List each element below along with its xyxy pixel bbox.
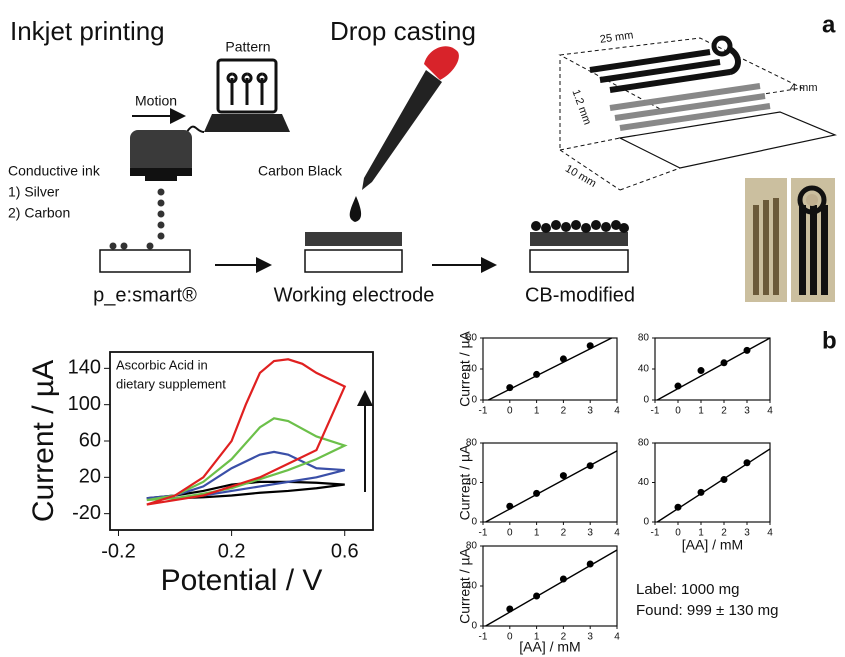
- step-label: Working electrode: [274, 284, 435, 306]
- label: Motion: [135, 93, 177, 109]
- x-axis-label: Potential / V: [161, 564, 323, 597]
- label: Conductive ink: [8, 163, 101, 179]
- y-axis-label: Current / µA: [27, 360, 60, 522]
- label: 2) Carbon: [8, 205, 70, 221]
- x-tick-label: 0: [507, 632, 513, 643]
- dimension: 1.2 mm: [569, 88, 593, 127]
- x-tick-label: 0: [507, 406, 513, 417]
- x-tick-label: 1: [534, 528, 540, 539]
- x-tick-label: 3: [744, 528, 750, 539]
- panel-label: b: [822, 327, 837, 354]
- y-axis-label: Current / µA: [457, 444, 473, 520]
- annotation: Ascorbic Acid in: [116, 357, 208, 372]
- printer: [130, 130, 192, 240]
- x-tick-label: 0.6: [331, 540, 359, 562]
- label: Carbon Black: [258, 163, 343, 179]
- y-tick-label: 60: [79, 429, 101, 451]
- data-line: [488, 338, 611, 400]
- figure: Inkjet printing Drop casting a Pattern M…: [0, 0, 845, 657]
- x-axis-label: [AA] / mM: [682, 537, 743, 553]
- x-tick-label: 2: [561, 528, 567, 539]
- x-axis-label: [AA] / mM: [519, 639, 580, 655]
- heading: Drop casting: [330, 16, 476, 46]
- label: Pattern: [225, 39, 270, 55]
- x-tick-label: 0.2: [218, 540, 246, 562]
- y-tick-label: 140: [68, 357, 101, 379]
- plot-frame: [483, 546, 617, 626]
- y-tick-label: 80: [638, 438, 650, 449]
- step-label: CB-modified: [525, 284, 635, 306]
- dropper: [350, 46, 459, 222]
- photo: [745, 178, 835, 302]
- x-tick-label: 3: [587, 406, 593, 417]
- x-tick-label: -1: [479, 528, 488, 539]
- plot-frame: [483, 443, 617, 522]
- x-tick-label: 4: [767, 528, 773, 539]
- x-tick-label: 1: [534, 406, 540, 417]
- x-tick-label: 0: [507, 528, 513, 539]
- y-tick-label: 100: [68, 393, 101, 415]
- y-tick-label: 80: [638, 333, 650, 344]
- x-tick-label: 0: [675, 528, 681, 539]
- x-tick-label: 3: [744, 406, 750, 417]
- laptop: [185, 60, 290, 135]
- data-line: [657, 338, 770, 400]
- x-tick-label: -1: [651, 528, 660, 539]
- data-line: [486, 451, 617, 522]
- step-label: p_e:smart®: [93, 284, 197, 306]
- annotation: dietary supplement: [116, 376, 226, 391]
- dimension: 4 mm: [790, 82, 818, 94]
- y-tick-label: 40: [638, 477, 650, 488]
- x-tick-label: 4: [614, 406, 620, 417]
- x-tick-label: 4: [614, 528, 620, 539]
- y-axis-label: Current / µA: [457, 330, 473, 406]
- y-tick-label: -20: [72, 502, 101, 524]
- plot-frame: [655, 443, 770, 522]
- x-tick-label: -1: [651, 406, 660, 417]
- x-tick-label: 0: [675, 406, 681, 417]
- x-tick-label: -1: [479, 406, 488, 417]
- panel-label: a: [822, 11, 836, 38]
- x-tick-label: 4: [614, 632, 620, 643]
- y-tick-label: 40: [638, 364, 650, 375]
- data-line: [486, 550, 617, 626]
- electrode: [530, 220, 629, 272]
- result: Label: 1000 mg: [636, 581, 739, 598]
- x-tick-label: 4: [767, 406, 773, 417]
- x-tick-label: 1: [698, 406, 704, 417]
- y-tick-label: 20: [79, 466, 101, 488]
- y-tick-label: 0: [643, 395, 649, 406]
- x-tick-label: 2: [561, 406, 567, 417]
- result: Found: 999 ± 130 mg: [636, 602, 779, 619]
- x-tick-label: 3: [587, 528, 593, 539]
- heading: Inkjet printing: [10, 16, 165, 46]
- exploded-view: [560, 38, 835, 190]
- dimension: 25 mm: [599, 29, 634, 46]
- x-tick-label: -0.2: [101, 540, 135, 562]
- y-axis-label: Current / µA: [457, 547, 473, 623]
- substrate: [100, 243, 190, 273]
- electrode: [305, 232, 402, 272]
- label: 1) Silver: [8, 184, 60, 200]
- data-line: [657, 449, 770, 522]
- x-tick-label: -1: [479, 632, 488, 643]
- data-point: [698, 367, 705, 374]
- x-tick-label: 2: [721, 406, 727, 417]
- x-tick-label: 3: [587, 632, 593, 643]
- y-tick-label: 0: [643, 517, 649, 528]
- dimension: 10 mm: [563, 163, 598, 190]
